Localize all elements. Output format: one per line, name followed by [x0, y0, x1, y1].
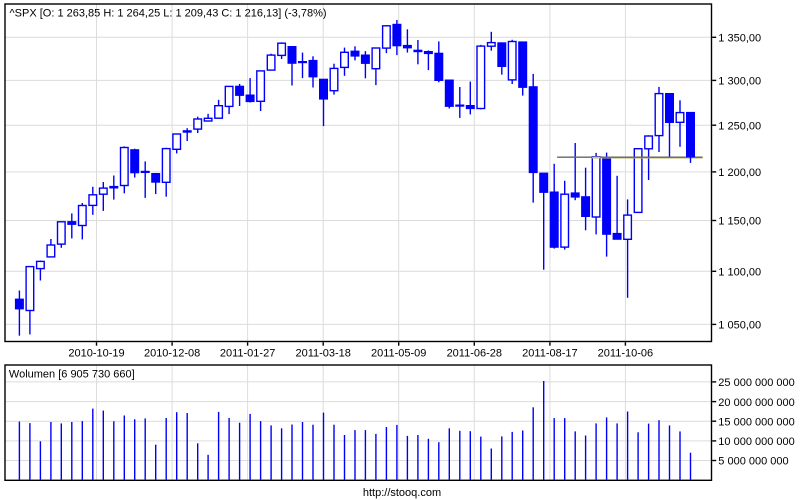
svg-text:1 250,00: 1 250,00 [718, 120, 761, 132]
svg-text:1 150,00: 1 150,00 [718, 216, 761, 228]
svg-text:1 100,00: 1 100,00 [718, 267, 761, 279]
svg-text:1 050,00: 1 050,00 [718, 320, 761, 332]
svg-text:2011-10-06: 2011-10-06 [598, 348, 653, 360]
svg-text:2011-05-09: 2011-05-09 [371, 348, 426, 360]
svg-text:2010-12-08: 2010-12-08 [144, 348, 200, 360]
svg-text:10 000 000 000: 10 000 000 000 [718, 436, 794, 448]
svg-text:2011-03-18: 2011-03-18 [295, 348, 350, 360]
svg-text:2011-06-28: 2011-06-28 [447, 348, 502, 360]
svg-text:5 000 000 000: 5 000 000 000 [718, 456, 788, 468]
svg-text:1 350,00: 1 350,00 [718, 33, 761, 45]
svg-text:20 000 000 000: 20 000 000 000 [718, 397, 794, 409]
svg-text:2010-10-19: 2010-10-19 [68, 348, 124, 360]
svg-text:1 200,00: 1 200,00 [718, 167, 761, 179]
svg-text:http://stooq.com: http://stooq.com [363, 487, 441, 499]
svg-text:25 000 000 000: 25 000 000 000 [718, 377, 794, 389]
svg-text:1 300,00: 1 300,00 [718, 76, 761, 88]
svg-text:Wolumen [6 905 730 660]: Wolumen [6 905 730 660] [9, 369, 135, 381]
svg-text:2011-01-27: 2011-01-27 [220, 348, 275, 360]
svg-text:15 000 000 000: 15 000 000 000 [718, 416, 794, 428]
svg-text:^SPX [O: 1 263,85 H: 1 264,25: ^SPX [O: 1 263,85 H: 1 264,25 L: 1 209,4… [10, 7, 327, 19]
svg-text:2011-08-17: 2011-08-17 [522, 348, 577, 360]
